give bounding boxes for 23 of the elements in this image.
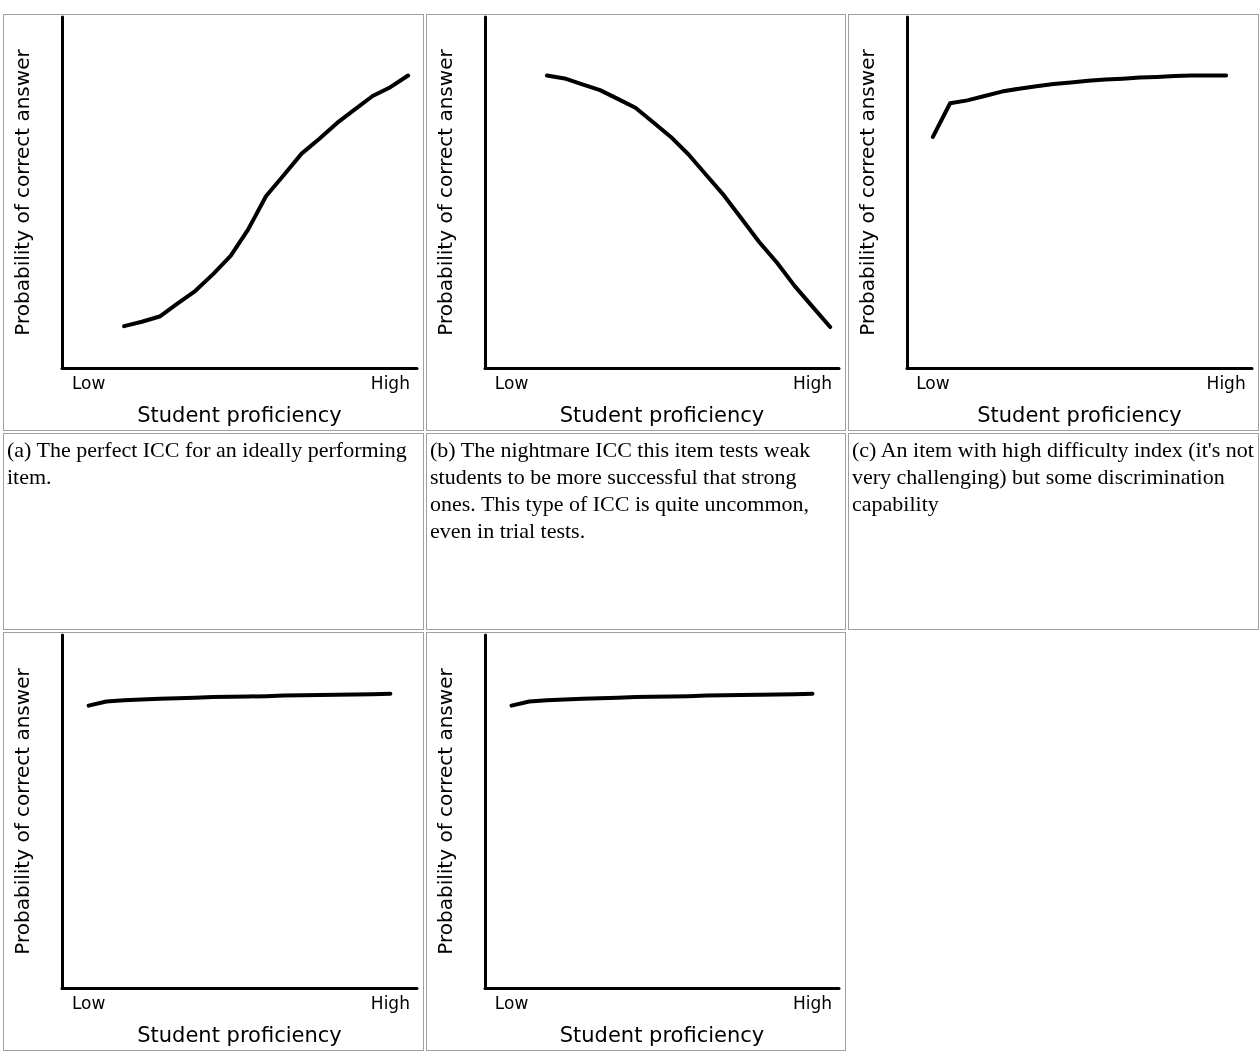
text: (a) The perfect ICC for an ideally performing item. xyxy=(3,433,424,630)
x-axis-title: Student proficiency xyxy=(977,402,1182,427)
x-tick-label: Low xyxy=(494,372,529,393)
x-tick-label: Low xyxy=(494,992,529,1013)
y-axis-title: Probability of correct answer xyxy=(10,667,34,955)
text: (b) The nightmare ICC this item tests weak students to be more successful that strong ones. This type of ICC is quite uncommon, even in trial tests. xyxy=(426,433,846,630)
x-tick-label: Low xyxy=(916,372,950,393)
y-axis-title: Probability of correct answer xyxy=(855,48,879,336)
text: (c) An item with high difficulty index (it's not very challenging) but some discrimination capability xyxy=(848,433,1259,630)
x-axis-title: Student proficiency xyxy=(137,402,342,427)
y-axis-title: Probability of correct answer xyxy=(433,48,457,336)
x-axis-title: Student proficiency xyxy=(137,1022,342,1047)
x-tick-label: Low xyxy=(71,992,106,1013)
y-axis-title: Probability of correct answer xyxy=(433,667,457,955)
x-tick-label: High xyxy=(370,992,410,1013)
x-axis-title: Student proficiency xyxy=(559,402,765,427)
x-tick-label: High xyxy=(792,372,832,393)
x-axis-title: Student proficiency xyxy=(559,1022,765,1047)
x-tick-label: Low xyxy=(71,372,106,393)
y-axis-title: Probability of correct answer xyxy=(10,48,34,336)
x-tick-label: High xyxy=(792,992,832,1013)
x-tick-label: High xyxy=(1206,372,1246,393)
x-tick-label: High xyxy=(370,372,410,393)
